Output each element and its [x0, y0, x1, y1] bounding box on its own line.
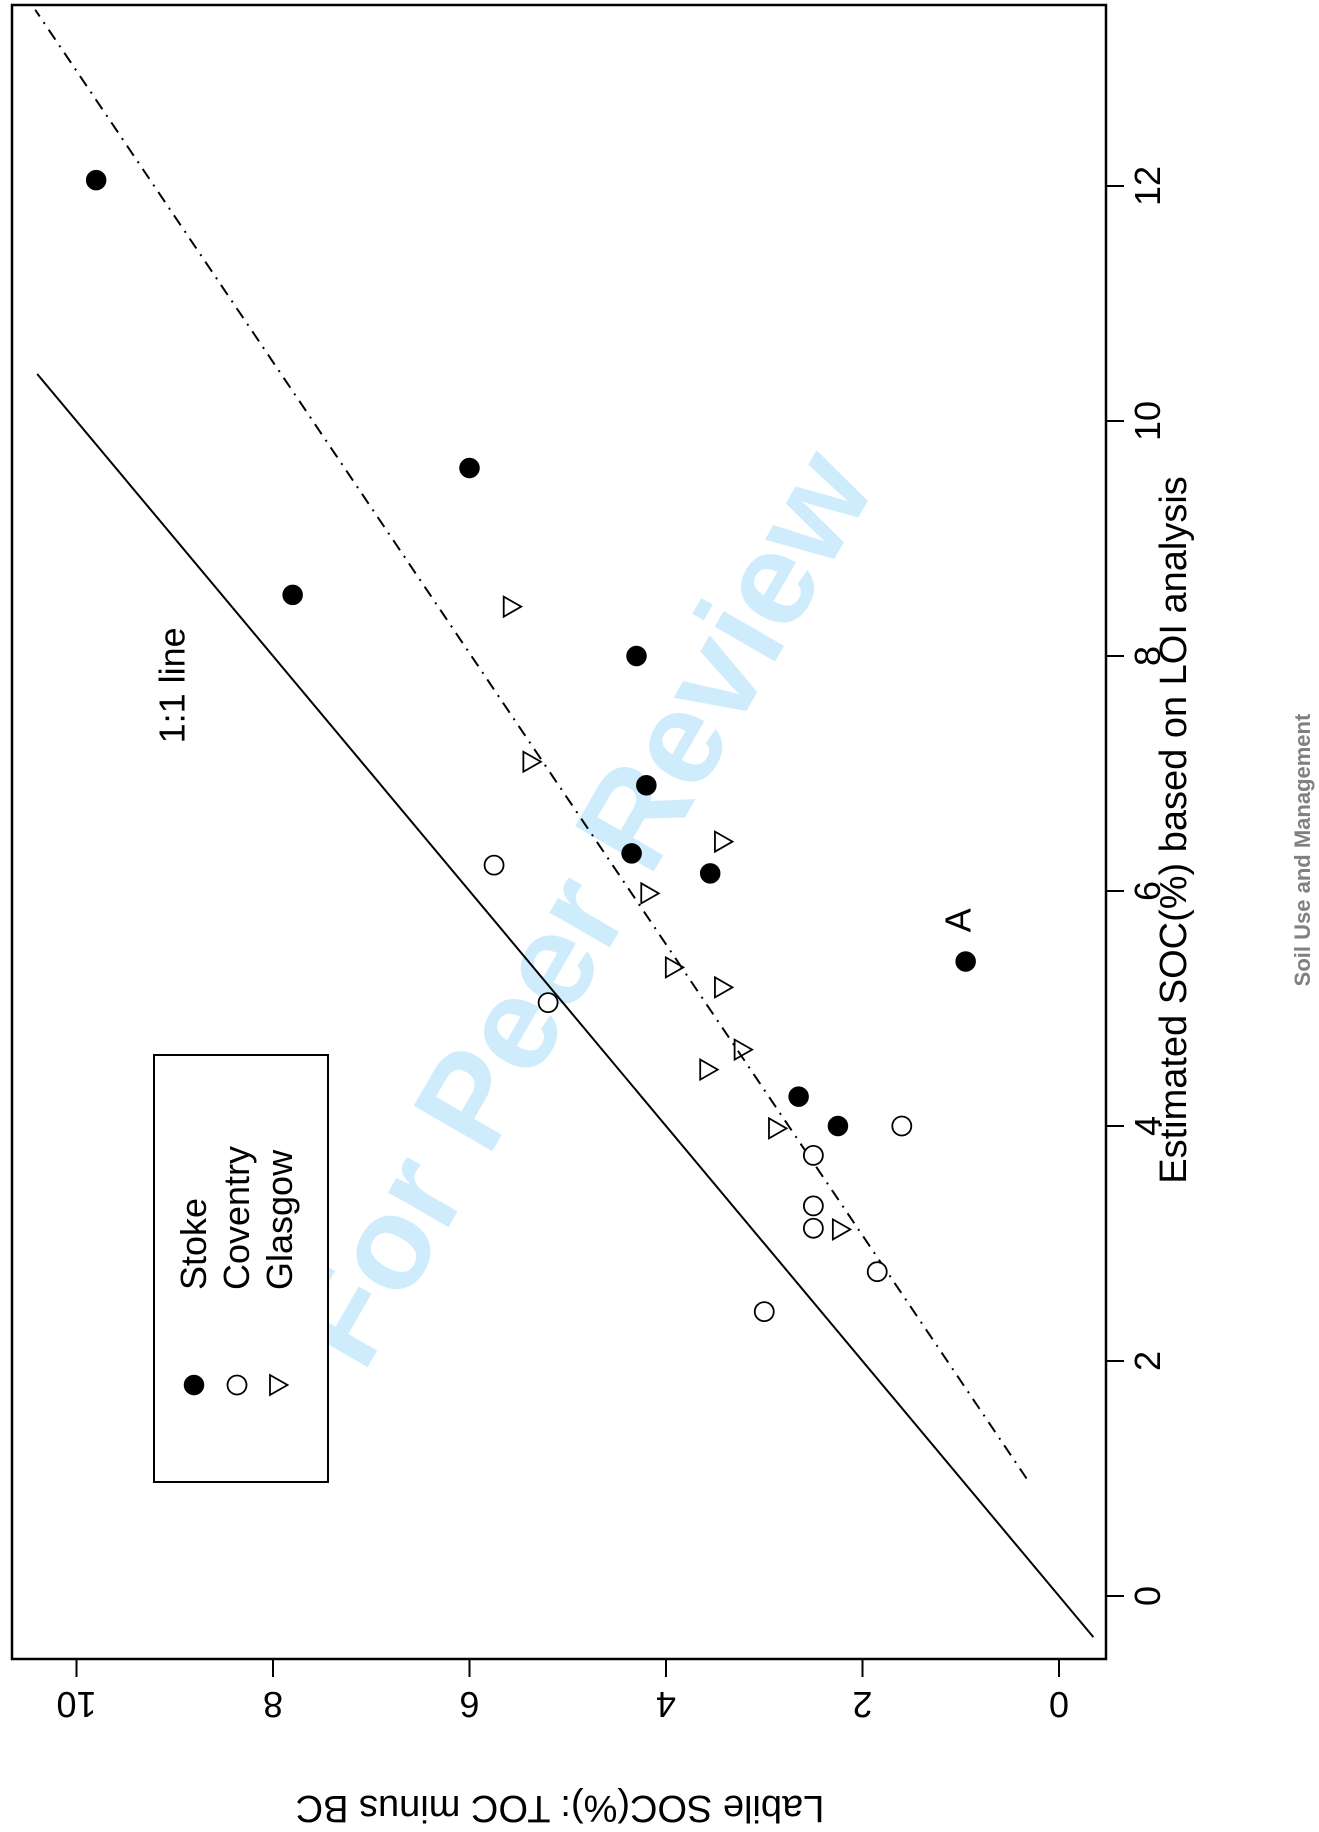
stoke-point [827, 1115, 849, 1137]
watermark: For Peer Review [260, 425, 901, 1388]
glasgow-point [768, 1116, 789, 1140]
coventry-point [866, 1261, 888, 1283]
stoke-point [282, 584, 303, 606]
lines-layer [34, 9, 1095, 1638]
legend-label-glasgow: Glasgow [259, 1149, 300, 1290]
stoke-point [955, 951, 976, 972]
coventry-point [802, 1195, 824, 1217]
journal-label: Soil Use and Management [1290, 713, 1315, 986]
legend-label-stoke: Stoke [173, 1198, 214, 1290]
regression-line [34, 9, 1028, 1480]
glasgow-point [733, 1038, 754, 1062]
plot-frame [10, 3, 1108, 1661]
legend-marker-glasgow [269, 1373, 290, 1397]
x-tick-label: 2 [1127, 1351, 1168, 1371]
y-tick-label: 10 [56, 1684, 96, 1725]
coventry-point [802, 1217, 824, 1239]
glasgow-point [699, 1058, 720, 1082]
coventry-point [753, 1301, 775, 1323]
stoke-point [636, 775, 657, 796]
y-tick-label: 2 [852, 1684, 872, 1725]
y-tick-label: 0 [1049, 1684, 1069, 1725]
annotation-one-to-one: 1:1 line [152, 627, 193, 743]
coventry-point [537, 992, 559, 1014]
points-layer [85, 169, 976, 1323]
y-tick-label: 6 [459, 1684, 479, 1725]
legend-box [153, 1054, 329, 1483]
stoke-point [621, 843, 642, 864]
tick-layer [75, 185, 1124, 1677]
glasgow-point [831, 1217, 853, 1241]
x-tick-label: 12 [1127, 166, 1168, 206]
y-tick-label: 4 [656, 1684, 676, 1725]
legend-marker-stoke [183, 1374, 205, 1396]
glasgow-point [714, 830, 735, 854]
x-tick-label: 4 [1127, 1116, 1168, 1136]
y-tick-label: 8 [263, 1684, 283, 1725]
glasgow-point [664, 955, 686, 979]
stoke-point [85, 169, 107, 191]
coventry-point [483, 854, 505, 876]
x-tick-label: 0 [1127, 1586, 1168, 1606]
labels-layer: 0 2 4 6 8 10 12 0 2 4 6 8 10 1:1 line A [56, 166, 1168, 1725]
stoke-point [626, 645, 647, 667]
legend: Stoke Coventry Glasgow [153, 1054, 329, 1483]
stoke-point [788, 1086, 809, 1107]
x-tick-label: 6 [1127, 881, 1168, 901]
stoke-point [459, 457, 480, 479]
glasgow-point [714, 975, 735, 999]
legend-label-coventry: Coventry [216, 1146, 257, 1290]
x-tick-label: 8 [1127, 646, 1168, 666]
y-axis-title: Labile SOC(%): TOC minus BC [296, 1787, 825, 1829]
coventry-point [891, 1115, 913, 1137]
glasgow-point [502, 595, 524, 619]
x-tick-label: 10 [1127, 401, 1168, 441]
glasgow-point [640, 881, 661, 905]
coventry-point [802, 1144, 824, 1166]
one-to-one-line [36, 373, 1095, 1638]
glasgow-point [522, 750, 543, 774]
legend-marker-coventry [226, 1374, 248, 1396]
x-axis-title: Estimated SOC(%) based on LOI analysis [1153, 476, 1195, 1184]
annotation-a: A [938, 908, 979, 932]
stoke-point [699, 863, 721, 884]
